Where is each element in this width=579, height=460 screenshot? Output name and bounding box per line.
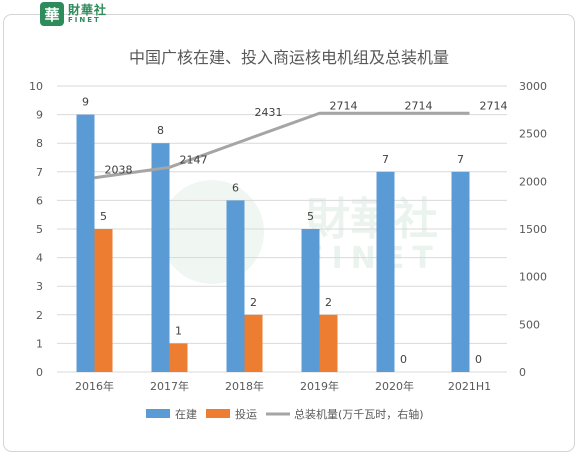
line-data-label: 2714 — [480, 99, 508, 112]
y-right-tick-label: 2500 — [519, 128, 547, 141]
y-right-tick-label: 500 — [519, 318, 540, 331]
bar-construction — [451, 171, 470, 372]
brand-name-en: FINET — [68, 16, 101, 24]
y-left-tick-label: 5 — [36, 223, 43, 236]
bar-operation — [319, 314, 338, 372]
watermark-seal — [160, 180, 264, 284]
bar-operation — [169, 343, 188, 372]
x-tick-label: 2017年 — [150, 379, 189, 393]
bar-data-label: 2 — [325, 296, 332, 309]
bar-data-label: 7 — [382, 153, 389, 166]
line-data-label: 2714 — [405, 99, 433, 112]
brand-name-cn: 財華社 — [68, 3, 108, 17]
line-data-label: 2038 — [105, 164, 133, 177]
y-right-tick-label: 1000 — [519, 271, 547, 284]
y-left-tick-label: 1 — [36, 337, 43, 350]
bar-data-label: 5 — [307, 210, 314, 223]
bar-data-label: 8 — [157, 124, 164, 137]
y-right-tick-label: 0 — [519, 366, 526, 379]
watermark-en: FINET — [303, 241, 441, 276]
bar-construction — [76, 114, 95, 372]
bar-data-label: 0 — [400, 353, 407, 366]
y-right-tick-label: 3000 — [519, 80, 547, 93]
y-left-tick-label: 3 — [36, 280, 43, 293]
line-data-label: 2147 — [180, 153, 208, 166]
line-data-label: 2714 — [330, 99, 358, 112]
brand-logo: 華 財華社 FINET — [40, 2, 107, 26]
y-left-tick-label: 9 — [36, 109, 43, 122]
y-left-tick-label: 0 — [36, 366, 43, 379]
bar-data-label: 5 — [100, 210, 107, 223]
line-total-capacity — [94, 111, 470, 180]
line-data-label: 2431 — [255, 106, 283, 119]
bar-construction — [151, 143, 170, 372]
chart-title: 中国广核在建、投入商运核电机组及总装机量 — [129, 48, 449, 67]
bar-data-label: 6 — [232, 181, 239, 194]
x-tick-label: 2018年 — [225, 379, 264, 393]
bar-operation — [244, 314, 263, 372]
bar-operation — [94, 229, 113, 372]
legend-label-construction: 在建 — [175, 407, 197, 421]
bar-construction — [301, 229, 320, 372]
brand-text: 財華社 FINET — [68, 4, 107, 24]
bar-construction — [376, 171, 395, 372]
x-tick-label: 2019年 — [300, 379, 339, 393]
bar-data-label: 1 — [175, 324, 182, 337]
x-tick-label: 2016年 — [75, 379, 114, 393]
y-left-tick-label: 6 — [36, 194, 43, 207]
bar-data-label: 7 — [457, 153, 464, 166]
y-right-tick-label: 1500 — [519, 223, 547, 236]
watermark-cn: 財華社 — [306, 194, 438, 245]
legend-label-operation: 投运 — [235, 407, 257, 421]
legend-swatch-construction — [146, 409, 170, 418]
bar-data-label: 9 — [82, 96, 89, 109]
y-right-tick-label: 2000 — [519, 175, 547, 188]
y-left-tick-label: 4 — [36, 252, 43, 265]
x-tick-label: 2021H1 — [448, 380, 491, 393]
bar-data-label: 2 — [250, 296, 257, 309]
x-tick-label: 2020年 — [375, 379, 414, 393]
bar-data-label: 0 — [475, 353, 482, 366]
bar-construction — [226, 200, 245, 372]
y-left-tick-label: 2 — [36, 309, 43, 322]
legend-label-total-capacity: 总装机量(万千瓦时，右轴) — [294, 407, 424, 421]
brand-badge: 華 — [40, 2, 64, 26]
y-left-tick-label: 7 — [36, 166, 43, 179]
y-left-tick-label: 10 — [29, 80, 43, 93]
y-left-tick-label: 8 — [36, 137, 43, 150]
chart-border — [3, 14, 575, 452]
legend-swatch-operation — [206, 409, 230, 418]
